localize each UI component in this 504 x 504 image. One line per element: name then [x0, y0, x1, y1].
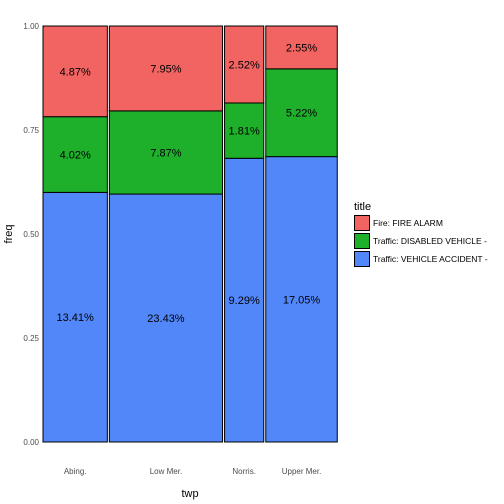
- legend-title: title: [354, 201, 371, 213]
- y-tick-label-3: 0.75: [23, 126, 39, 135]
- legend-label-2: Traffic: VEHICLE ACCIDENT -: [373, 254, 488, 264]
- segment-label-1-2: 7.95%: [150, 63, 181, 75]
- y-tick-label-0: 0.00: [23, 438, 39, 447]
- segment-label-2-1: 1.81%: [229, 126, 260, 138]
- plot-area: 13.41% 4.02% 4.87% 23.43% 7.87% 7.95% 9.29% 1.8…: [42, 25, 338, 443]
- y-axis-title: freq: [3, 225, 15, 244]
- legend-label-0: Fire: FIRE ALARM: [373, 218, 443, 228]
- bar-segment-0-0: [42, 191, 108, 443]
- y-tick-label-2: 0.50: [23, 230, 39, 239]
- segment-label-2-0: 9.29%: [229, 295, 260, 307]
- y-axis: 0.00 0.25 0.50 0.75 1.00: [23, 22, 39, 447]
- bar-segment-2-2: [224, 25, 265, 104]
- segment-label-2-2: 2.52%: [229, 59, 260, 71]
- bar-segment-2-1: [224, 102, 265, 159]
- legend-key-1: [354, 233, 370, 249]
- bar-segment-0-1: [42, 116, 108, 193]
- segment-label-3-2: 2.55%: [286, 42, 317, 54]
- bar-segment-1-0: [108, 193, 224, 443]
- x-tick-label-2: Norris.: [232, 467, 256, 476]
- bar-segment-1-2: [108, 25, 224, 112]
- x-tick-label-3: Upper Mer.: [282, 467, 322, 476]
- segment-label-0-2: 4.87%: [60, 66, 91, 78]
- x-tick-label-0: Abing.: [64, 467, 87, 476]
- bar-segment-1-1: [108, 110, 224, 195]
- x-tick-label-1: Low Mer.: [150, 467, 182, 476]
- bar-segment-3-1: [265, 68, 338, 158]
- bar-segment-0-2: [42, 25, 108, 118]
- bar-segment-3-0: [265, 156, 338, 443]
- segment-label-0-1: 4.02%: [60, 150, 91, 162]
- segment-label-1-0: 23.43%: [147, 313, 185, 325]
- segment-label-3-1: 5.22%: [286, 108, 317, 120]
- bar-segment-2-0: [224, 157, 265, 443]
- x-axis-title: twp: [181, 488, 198, 500]
- legend-label-1: Traffic: DISABLED VEHICLE -: [373, 236, 487, 246]
- segment-label-0-0: 13.41%: [57, 312, 95, 324]
- legend: title Fire: FIRE ALARM Traffic: DISABLED …: [354, 201, 488, 267]
- bar-segment-3-2: [265, 25, 338, 70]
- x-axis: Abing. Low Mer. Norris. Upper Mer.: [64, 467, 321, 476]
- y-tick-label-4: 1.00: [23, 22, 39, 31]
- y-tick-label-1: 0.25: [23, 334, 39, 343]
- segment-label-3-0: 17.05%: [283, 294, 321, 306]
- legend-key-2: [354, 251, 370, 267]
- segment-label-1-1: 7.87%: [150, 147, 181, 159]
- legend-key-0: [354, 215, 370, 231]
